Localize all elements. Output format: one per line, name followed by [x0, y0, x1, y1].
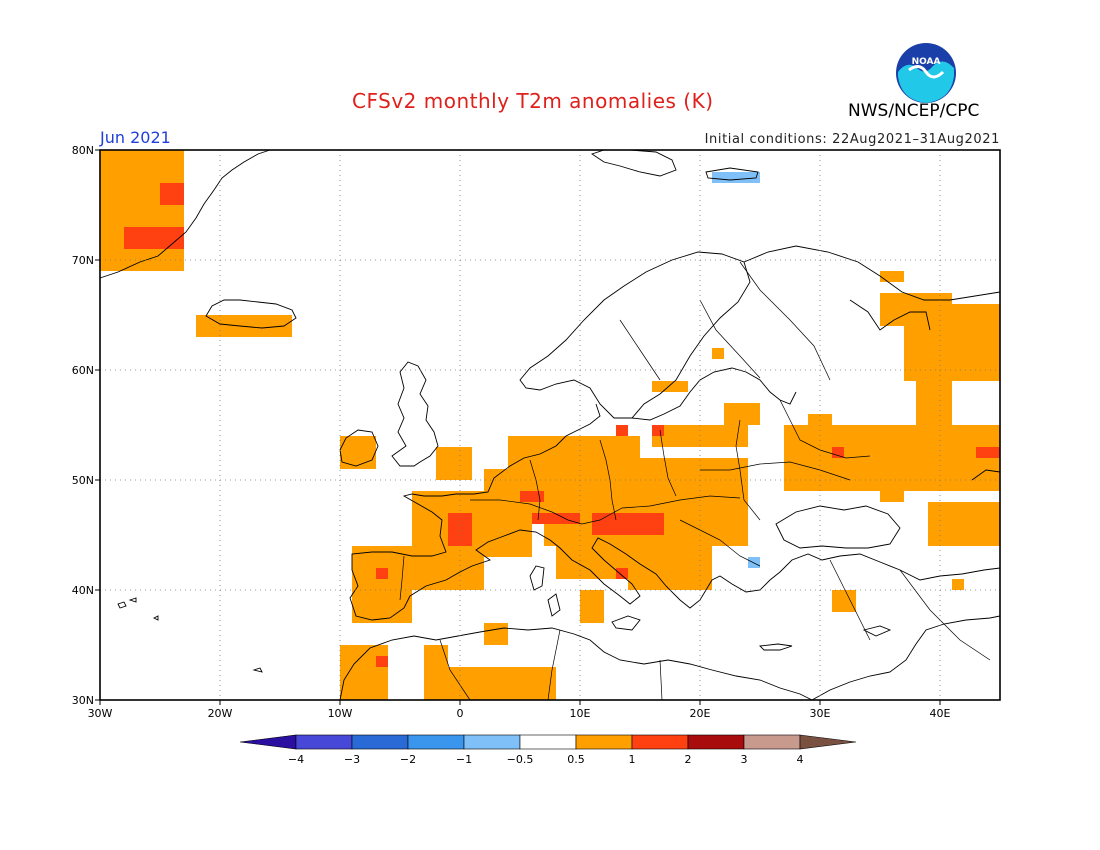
anomaly-cell — [748, 557, 760, 568]
latitude-tick-label: 70N — [72, 254, 94, 267]
latitude-tick-label: 30N — [72, 694, 94, 707]
colorbar-tick-label: 0.5 — [567, 753, 585, 766]
longitude-tick-label: 20W — [208, 707, 233, 720]
valid-month: Jun 2021 — [100, 128, 171, 147]
anomaly-cell — [712, 348, 724, 359]
anomaly-cell — [724, 403, 760, 425]
anomaly-cell — [592, 513, 664, 535]
longitude-tick-labels: 30W 20W 10W 0 10E 20E 30E 40E — [88, 700, 951, 720]
graticule — [100, 150, 1000, 700]
colorbar-segment — [295, 734, 353, 750]
map-area — [99, 149, 1001, 701]
anomaly-cell — [616, 568, 628, 579]
longitude-tick-label: 10W — [328, 707, 353, 720]
colorbar-segment — [351, 734, 409, 750]
anomaly-fill-layer — [100, 150, 1000, 700]
anomaly-cell — [916, 381, 952, 425]
longitude-tick-label: 0 — [457, 707, 464, 720]
colorbar-high-arrow — [799, 734, 857, 750]
latitude-tick-label: 80N — [72, 144, 94, 157]
noaa-logo: NOAA — [896, 43, 956, 103]
anomaly-cell — [124, 227, 184, 249]
colorbar-segment — [519, 734, 577, 750]
anomaly-cell — [160, 183, 184, 205]
colorbar-tick-label: −3 — [344, 753, 360, 766]
colorbar-segment — [407, 734, 465, 750]
anomaly-cell — [784, 425, 1000, 491]
longitude-tick-label: 10E — [570, 707, 591, 720]
colorbar-tick-label: −2 — [400, 753, 416, 766]
map-frame — [99, 149, 1001, 701]
anomaly-cell — [880, 271, 904, 282]
anomaly-cell — [628, 546, 712, 590]
longitude-tick-label: 40E — [930, 707, 951, 720]
anomaly-cell — [484, 623, 508, 645]
anomaly-cell — [712, 172, 760, 183]
noaa-logo-gull — [908, 65, 945, 79]
latitude-tick-label: 40N — [72, 584, 94, 597]
colorbar-segment — [575, 734, 633, 750]
anomaly-cell — [952, 579, 964, 590]
colorbar-tick-label: −1 — [456, 753, 472, 766]
colorbar-segment — [687, 734, 745, 750]
colorbar-tick-label: 2 — [685, 753, 692, 766]
colorbar-segment — [743, 734, 801, 750]
anomaly-cell — [880, 293, 952, 326]
latitude-tick-labels: 30N 40N 50N 60N 70N 80N — [72, 144, 100, 707]
longitude-tick-label: 20E — [690, 707, 711, 720]
anomaly-cell — [928, 502, 1000, 546]
anomaly-cell — [424, 645, 448, 667]
colorbar-tick-label: 4 — [797, 753, 804, 766]
anomaly-cell — [616, 425, 628, 436]
noaa-logo-text: NOAA — [912, 57, 941, 67]
anomaly-cell — [508, 436, 640, 469]
anomaly-cell — [880, 491, 904, 502]
anomaly-cell — [376, 656, 388, 667]
latitude-tick-label: 60N — [72, 364, 94, 377]
anomaly-cell — [652, 425, 664, 436]
chart-title: CFSv2 monthly T2m anomalies (K) — [352, 89, 714, 113]
anomaly-cell — [532, 513, 580, 524]
colorbar-tick-label: −4 — [288, 753, 304, 766]
anomaly-cell — [340, 436, 376, 469]
organization-label: NWS/NCEP/CPC — [848, 101, 980, 121]
colorbar-tick-label: 1 — [629, 753, 636, 766]
colorbar-segment — [463, 734, 521, 750]
longitude-tick-label: 30E — [810, 707, 831, 720]
latitude-tick-label: 50N — [72, 474, 94, 487]
anomaly-cell — [448, 513, 472, 546]
colorbar-low-arrow — [239, 734, 297, 750]
anomaly-cell — [376, 568, 388, 579]
colorbar-tick-label: 3 — [741, 753, 748, 766]
anomaly-cell — [400, 557, 484, 590]
colorbar-segment — [631, 734, 689, 750]
anomaly-cell — [340, 645, 388, 700]
anomaly-cell — [436, 447, 472, 480]
colorbar-tick-label: −0.5 — [507, 753, 534, 766]
anomaly-cell — [832, 447, 844, 458]
anomaly-cell — [520, 491, 544, 502]
anomaly-cell — [808, 414, 832, 425]
noaa-logo-wave — [898, 61, 954, 103]
colorbar-tick-labels: −4 −3 −2 −1 −0.5 0.5 1 2 3 4 — [288, 753, 804, 766]
anomaly-cell — [832, 590, 856, 612]
anomaly-cell — [652, 381, 688, 392]
border-layer — [399, 261, 991, 701]
longitude-tick-label: 30W — [88, 707, 113, 720]
anomaly-cell — [100, 150, 184, 271]
colorbar — [239, 734, 857, 750]
initial-conditions: Initial conditions: 22Aug2021–31Aug2021 — [704, 132, 1000, 147]
anomaly-cell — [976, 447, 1000, 458]
anomaly-cell — [580, 590, 604, 623]
anomaly-cell — [424, 667, 556, 700]
coastline-layer — [99, 149, 1001, 701]
